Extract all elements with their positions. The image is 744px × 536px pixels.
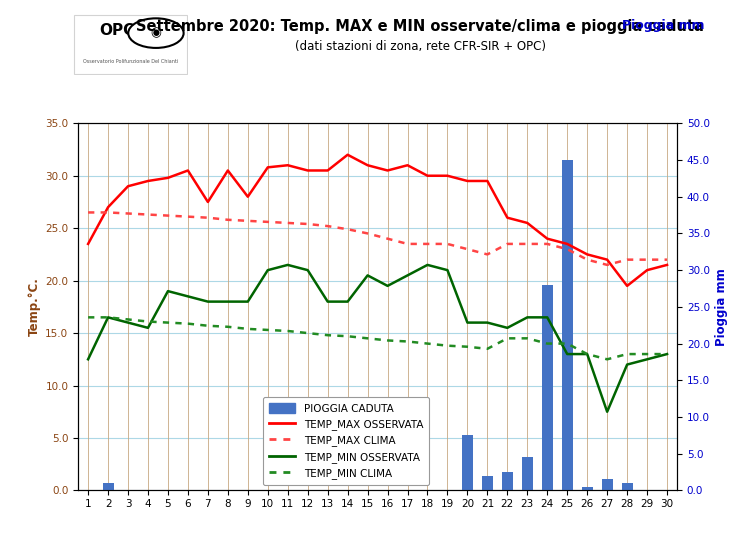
Legend: PIOGGIA CADUTA, TEMP_MAX OSSERVATA, TEMP_MAX CLIMA, TEMP_MIN OSSERVATA, TEMP_MIN: PIOGGIA CADUTA, TEMP_MAX OSSERVATA, TEMP… [263, 397, 429, 485]
Y-axis label: Pioggia mm: Pioggia mm [716, 268, 728, 346]
Bar [602, 479, 612, 490]
Text: Pioggia mm: Pioggia mm [622, 19, 705, 32]
Circle shape [128, 18, 184, 48]
Text: Settembre 2020: Temp. MAX e MIN osservate/clima e pioggia caduta: Settembre 2020: Temp. MAX e MIN osservat… [136, 19, 705, 34]
Text: Osservatorio Polifunzionale Del Chianti: Osservatorio Polifunzionale Del Chianti [83, 59, 179, 64]
Text: ◉: ◉ [150, 27, 161, 40]
Y-axis label: Temp.°C.: Temp.°C. [28, 278, 41, 336]
Bar [562, 160, 573, 490]
FancyBboxPatch shape [74, 14, 187, 74]
Text: OPC: OPC [99, 23, 135, 38]
Bar [462, 435, 473, 490]
Text: (dati stazioni di zona, rete CFR-SIR + OPC): (dati stazioni di zona, rete CFR-SIR + O… [295, 40, 546, 53]
Bar [103, 483, 114, 490]
Bar [622, 483, 632, 490]
Bar [482, 476, 493, 490]
Bar [502, 472, 513, 490]
Bar [582, 487, 593, 490]
Bar [522, 457, 533, 490]
Bar [542, 285, 553, 490]
